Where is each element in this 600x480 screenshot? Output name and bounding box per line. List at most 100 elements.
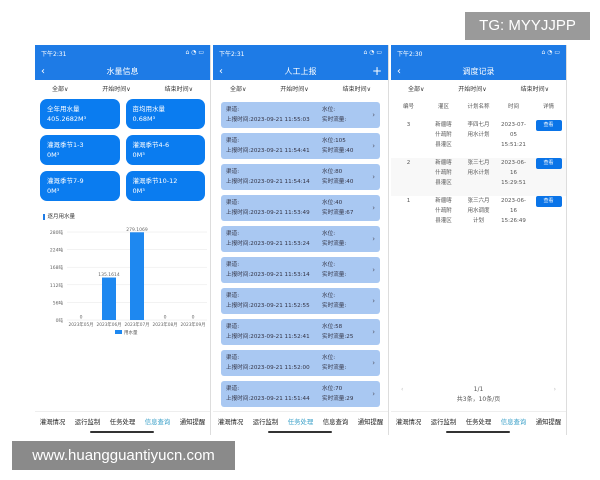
prev-page-icon[interactable]: ‹: [401, 386, 404, 393]
list-item[interactable]: 渠道: 上报时间:2023-09-21 11:52:55 水位: 实时流量: ›: [221, 288, 380, 314]
back-icon[interactable]: ‹: [397, 65, 401, 77]
chevron-right-icon: ›: [372, 359, 375, 367]
data-label: 0: [80, 315, 83, 321]
legend-label: 用水量: [124, 329, 138, 336]
bar: [130, 232, 144, 320]
data-label: 135.1614: [98, 272, 120, 278]
filter-2[interactable]: 结束时间∨: [342, 86, 372, 93]
chevron-right-icon: ›: [372, 390, 375, 398]
data-label: 0: [192, 315, 195, 321]
y-tick-label: 224吨: [50, 247, 64, 254]
pagination: ‹ 1/1 共3条，10条/页 ›: [401, 386, 556, 403]
bottom-nav: 灌溉情况 运行监制 任务处理 信息查询 通知提醒: [35, 411, 210, 426]
bottom-nav: 灌溉情况 运行监制 任务处理 信息查询 通知提醒: [213, 411, 388, 426]
next-page-icon[interactable]: ›: [553, 386, 556, 393]
filter-0[interactable]: 全部∨: [407, 86, 425, 93]
filter-bar: 全部∨ 开始时间∨ 结束时间∨: [391, 80, 566, 97]
add-icon[interactable]: +: [371, 64, 382, 78]
view-button[interactable]: 查看: [535, 196, 562, 207]
bar: [102, 277, 116, 320]
nav-tab-2[interactable]: 任务处理: [287, 418, 314, 426]
nav-tab-3[interactable]: 信息查询: [500, 418, 527, 426]
list-item[interactable]: 渠道: 上报时间:2023-09-21 11:54:14 水位:80 实时流量:40 ›: [221, 164, 380, 190]
list-item[interactable]: 渠道: 上报时间:2023-09-21 11:52:41 水位:58 实时流量:25 ›: [221, 319, 380, 345]
stat-card[interactable]: 亩均用水量 0.68M³: [125, 99, 205, 129]
phone-manual-report: 下午2:31 ⌂ ◔ ▭ ‹ 人工上报 + 全部∨ 开始时间∨ 结束时间∨ 渠道: 上报时间:…: [213, 45, 389, 435]
nav-tab-3[interactable]: 信息查询: [144, 418, 171, 426]
stat-card[interactable]: 全年用水量 405.2682M³: [40, 99, 120, 129]
title-bar: ‹ 调度记录: [391, 62, 566, 80]
filter-0[interactable]: 全部∨: [51, 86, 69, 93]
home-indicator: [90, 431, 154, 433]
chevron-right-icon: ›: [372, 328, 375, 336]
title-bar: ‹ 水量信息: [35, 62, 210, 80]
filter-2[interactable]: 结束时间∨: [164, 86, 194, 93]
phone-water-info: 下午2:31 ⌂ ◔ ▭ ‹ 水量信息 全部∨ 开始时间∨ 结束时间∨ 全年用水量 405…: [35, 45, 211, 435]
watermark-tg: TG: MYYJJPP: [465, 12, 590, 40]
x-tick-label: 2023年08月: [153, 321, 178, 328]
nav-tab-0[interactable]: 灌溉情况: [39, 418, 66, 426]
back-icon[interactable]: ‹: [41, 65, 45, 77]
nav-tab-2[interactable]: 任务处理: [109, 418, 136, 426]
home-indicator: [268, 431, 332, 433]
y-tick-label: 280吨: [50, 229, 64, 236]
y-tick-label: 0吨: [56, 317, 64, 324]
x-tick-label: 2023年09月: [181, 321, 206, 328]
chevron-right-icon: ›: [372, 204, 375, 212]
x-tick-label: 2023年07月: [125, 321, 150, 328]
view-button[interactable]: 查看: [535, 158, 562, 169]
page-title: 调度记录: [462, 66, 495, 76]
list-item[interactable]: 渠道: 上报时间:2023-09-21 11:51:44 水位:70 实时流量:29 ›: [221, 381, 380, 407]
nav-tab-1[interactable]: 运行监制: [74, 418, 101, 426]
nav-tab-2[interactable]: 任务处理: [465, 418, 492, 426]
view-button[interactable]: 查看: [535, 120, 562, 131]
y-tick-label: 56吨: [53, 299, 64, 306]
chevron-right-icon: ›: [372, 266, 375, 274]
status-bar: 下午2:30 ⌂ ◔ ▭: [391, 45, 566, 62]
stat-card[interactable]: 灌溉季节4-6 0M³: [125, 135, 205, 165]
x-tick-label: 2023年06月: [97, 321, 122, 328]
home-indicator: [446, 431, 510, 433]
phone-dispatch-records: 下午2:30 ⌂ ◔ ▭ ‹ 调度记录 全部∨ 开始时间∨ 结束时间∨ 编号 灌区 计划名称…: [391, 45, 567, 435]
chevron-right-icon: ›: [372, 111, 375, 119]
stat-card[interactable]: 灌溉季节10-12 0M³: [125, 171, 205, 201]
legend-swatch: [115, 330, 122, 334]
stat-card[interactable]: 灌溉季节7-9 0M³: [40, 171, 120, 201]
x-tick-label: 2023年05月: [69, 321, 94, 328]
nav-tab-3[interactable]: 信息查询: [322, 418, 349, 426]
list-item[interactable]: 渠道: 上报时间:2023-09-21 11:55:03 水位: 实时流量: ›: [221, 102, 380, 128]
section-title: 逐月用水量: [43, 212, 210, 220]
nav-tab-1[interactable]: 运行监制: [430, 418, 457, 426]
status-bar: 下午2:31 ⌂ ◔ ▭: [35, 45, 210, 62]
list-item[interactable]: 渠道: 上报时间:2023-09-21 11:53:24 水位: 实时流量: ›: [221, 226, 380, 252]
filter-1[interactable]: 开始时间∨: [102, 86, 131, 93]
nav-tab-0[interactable]: 灌溉情况: [395, 418, 422, 426]
filter-2[interactable]: 结束时间∨: [520, 86, 550, 93]
list-item[interactable]: 渠道: 上报时间:2023-09-21 11:53:14 水位: 实时流量: ›: [221, 257, 380, 283]
filter-bar: 全部∨ 开始时间∨ 结束时间∨: [213, 80, 388, 97]
list-item[interactable]: 渠道: 上报时间:2023-09-21 11:53:49 水位:40 实时流量:67 ›: [221, 195, 380, 221]
filter-1[interactable]: 开始时间∨: [280, 86, 309, 93]
watermark-url: www.huangguantiyucn.com: [12, 441, 235, 470]
table-row: 2 新疆喀 什疏附 县灌区 张三七月 用水计划 2023-06- 16 15:29:51 …: [391, 158, 566, 196]
filter-0[interactable]: 全部∨: [229, 86, 247, 93]
table-row: 3 新疆喀 什疏附 县灌区 李四七月 用水计划 2023-07- 05 15:51:21 …: [391, 120, 566, 158]
table-header: 编号 灌区 计划名称 时间 详情: [402, 104, 554, 110]
filter-bar: 全部∨ 开始时间∨ 结束时间∨: [35, 80, 210, 97]
nav-tab-1[interactable]: 运行监制: [252, 418, 279, 426]
nav-tab-4[interactable]: 通知提醒: [179, 418, 206, 426]
nav-tab-4[interactable]: 通知提醒: [535, 418, 562, 426]
chevron-right-icon: ›: [372, 235, 375, 243]
filter-1[interactable]: 开始时间∨: [458, 86, 487, 93]
y-tick-label: 168吨: [50, 264, 64, 271]
chevron-right-icon: ›: [372, 142, 375, 150]
bar-chart: 0吨56吨112吨168吨224吨280吨02023年05月135.161420…: [50, 227, 207, 336]
list-item[interactable]: 渠道: 上报时间:2023-09-21 11:52:00 水位: 实时流量: ›: [221, 350, 380, 376]
list-item[interactable]: 渠道: 上报时间:2023-09-21 11:54:41 水位:105 实时流量:40…: [221, 133, 380, 159]
page-title: 水量信息: [106, 66, 139, 76]
table-row: 1 新疆喀 什疏附 县灌区 张三六月 用水调度 计划 2023-06- 16 15:26:4…: [391, 196, 566, 234]
nav-tab-0[interactable]: 灌溉情况: [217, 418, 244, 426]
back-icon[interactable]: ‹: [219, 65, 223, 77]
nav-tab-4[interactable]: 通知提醒: [357, 418, 384, 426]
stat-card[interactable]: 灌溉季节1-3 0M³: [40, 135, 120, 165]
